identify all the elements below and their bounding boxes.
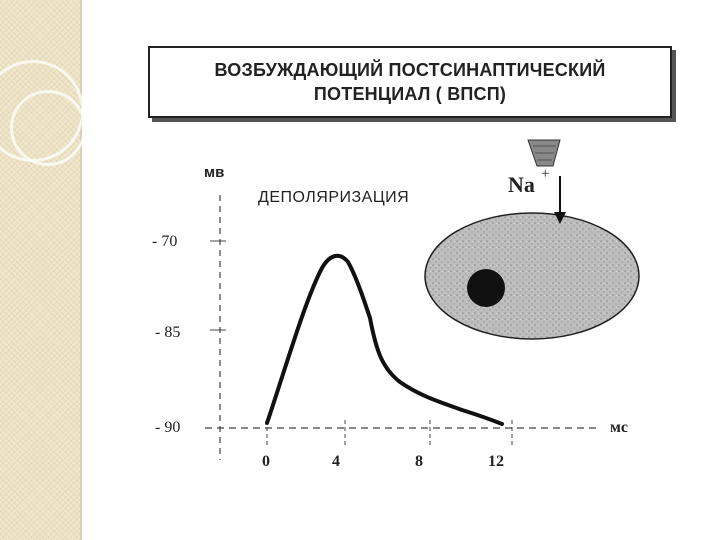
x-tick-label: 0 xyxy=(262,453,270,470)
x-unit-label: мс xyxy=(610,419,628,436)
sodium-ion-charge: + xyxy=(541,166,549,182)
y-tick-label: - 70 xyxy=(152,233,177,250)
decorative-side-panel xyxy=(0,0,86,540)
sodium-ion-label: Na xyxy=(508,172,535,197)
cell-nucleus xyxy=(467,269,505,307)
title-line-1: ВОЗБУЖДАЮЩИЙ ПОСТСИНАПТИЧЕСКИЙ xyxy=(214,60,606,80)
title-line-2: ПОТЕНЦИАЛ ( ВПСП) xyxy=(313,84,507,104)
slide-title-box: ВОЗБУЖДАЮЩИЙ ПОСТСИНАПТИЧЕСКИЙ ПОТЕНЦИАЛ… xyxy=(148,46,672,118)
x-tick-label: 8 xyxy=(415,453,423,470)
y-tick-label: - 90 xyxy=(155,419,180,436)
cell-body xyxy=(424,212,640,340)
epsp-curve xyxy=(265,253,504,426)
x-tick-label: 4 xyxy=(332,453,340,470)
depolarization-label: ДЕПОЛЯРИЗАЦИЯ xyxy=(258,189,409,206)
y-unit-label: мв xyxy=(204,164,224,181)
decorative-ring xyxy=(10,90,86,166)
y-tick-label: - 85 xyxy=(155,324,180,341)
x-tick-label: 12 xyxy=(488,453,504,470)
arrow-head-icon xyxy=(554,212,566,224)
